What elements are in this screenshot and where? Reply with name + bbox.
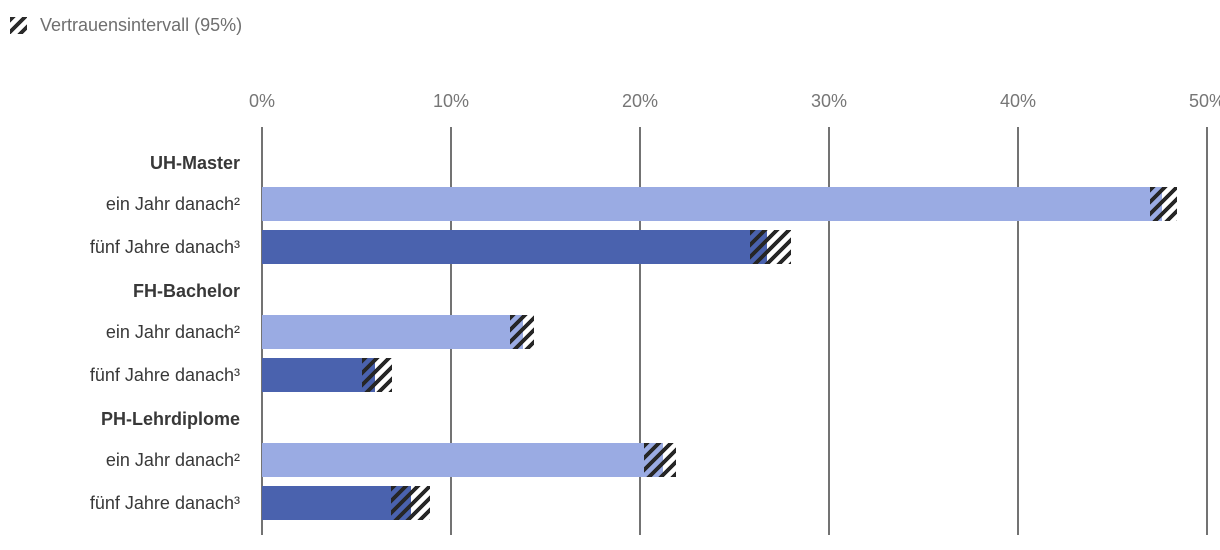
confidence-interval-hatch-icon xyxy=(10,17,27,34)
confidence-interval-hatch xyxy=(362,358,393,392)
bar-cell xyxy=(262,439,1207,482)
bar-cell xyxy=(262,482,1207,525)
x-axis-tick-label: 20% xyxy=(621,91,659,111)
group-header: UH-Master xyxy=(0,143,1220,183)
x-axis: 0% 10% 20% 30% 40% 50% xyxy=(249,90,1220,112)
confidence-interval-hatch xyxy=(509,315,535,349)
bar-row: fünf Jahre danach³ xyxy=(0,482,1220,525)
bar xyxy=(262,486,412,520)
group-header-label: UH-Master xyxy=(149,152,240,173)
bar-row: ein Jahr danach² xyxy=(0,311,1220,354)
bar-cell xyxy=(262,354,1207,397)
bar xyxy=(262,358,376,392)
bar-cell xyxy=(262,183,1207,226)
row-label: fünf Jahre danach³ xyxy=(89,493,240,513)
confidence-interval-hatch xyxy=(749,230,792,264)
legend-label: Vertrauensintervall (95%) xyxy=(40,15,243,35)
bar xyxy=(262,187,1162,221)
row-label: ein Jahr danach² xyxy=(105,322,240,342)
gridline xyxy=(1017,127,1019,535)
bar xyxy=(262,443,663,477)
gridline xyxy=(828,127,830,535)
group-header-label: FH-Bachelor xyxy=(132,280,240,301)
bar-group-ph-lehrdiplome: PH-Lehrdiplome ein Jahr danach² fünf Jah… xyxy=(0,399,1220,525)
legend: Vertrauensintervall (95%) xyxy=(10,15,242,36)
confidence-interval-hatch xyxy=(643,443,676,477)
gridline xyxy=(639,127,641,535)
group-header: PH-Lehrdiplome xyxy=(0,399,1220,439)
confidence-interval-hatch xyxy=(390,486,431,520)
bar-chart: UH-Master ein Jahr danach² fünf Jahre da… xyxy=(0,127,1220,525)
x-axis-tick-label: 10% xyxy=(432,91,470,111)
bar-cell xyxy=(262,311,1207,354)
row-label: ein Jahr danach² xyxy=(105,194,240,214)
confidence-interval-hatch xyxy=(1150,187,1177,221)
row-label: fünf Jahre danach³ xyxy=(89,237,240,257)
bar-group-fh-bachelor: FH-Bachelor ein Jahr danach² fünf Jahre … xyxy=(0,271,1220,397)
bar-cell xyxy=(262,226,1207,269)
bar-row: fünf Jahre danach³ xyxy=(0,354,1220,397)
bar-group-uh-master: UH-Master ein Jahr danach² fünf Jahre da… xyxy=(0,143,1220,269)
bar xyxy=(262,230,767,264)
bar xyxy=(262,315,523,349)
bar-row: ein Jahr danach² xyxy=(0,183,1220,226)
gridline xyxy=(1206,127,1208,535)
group-header-label: PH-Lehrdiplome xyxy=(100,408,240,429)
row-label: ein Jahr danach² xyxy=(105,450,240,470)
row-label: fünf Jahre danach³ xyxy=(89,365,240,385)
x-axis-tick-label: 50% xyxy=(1188,91,1220,111)
x-axis-tick-label: 30% xyxy=(810,91,848,111)
bar-row: fünf Jahre danach³ xyxy=(0,226,1220,269)
group-header: FH-Bachelor xyxy=(0,271,1220,311)
x-axis-tick-label: 0% xyxy=(248,91,276,111)
x-axis-tick-label: 40% xyxy=(999,91,1037,111)
bar-row: ein Jahr danach² xyxy=(0,439,1220,482)
